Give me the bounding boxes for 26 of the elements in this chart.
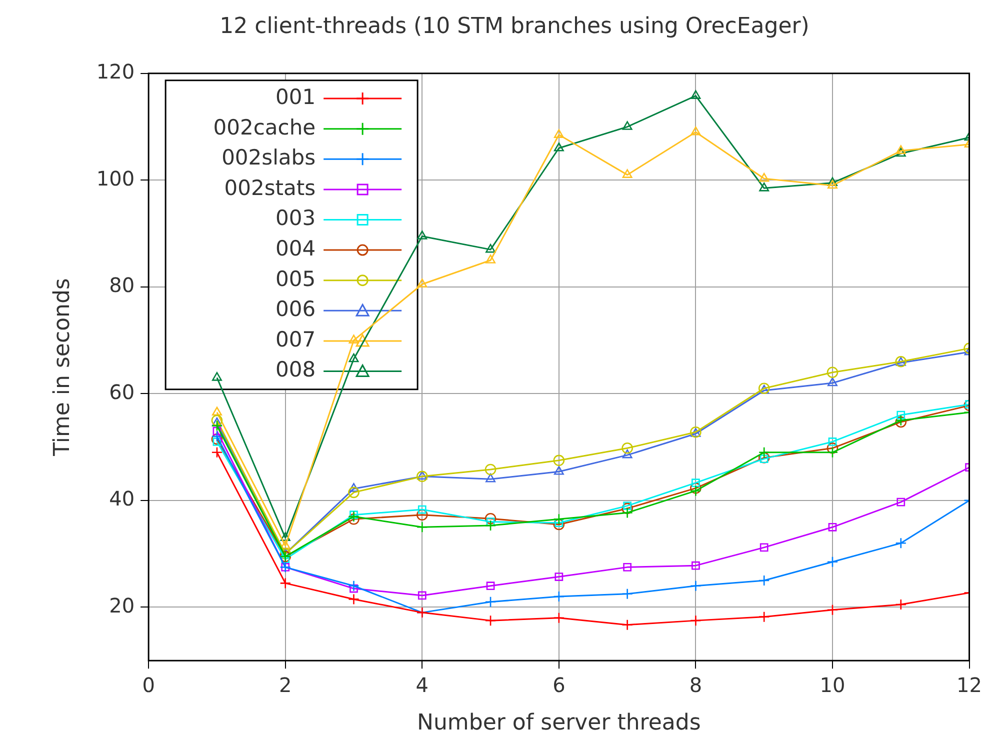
- legend-label: 008: [275, 358, 316, 382]
- y-tick-label: 40: [109, 486, 135, 511]
- legend-label: 002stats: [224, 176, 316, 200]
- x-tick-label: 8: [689, 672, 702, 697]
- x-tick-label: 0: [142, 672, 155, 697]
- x-tick-label: 2: [278, 672, 292, 697]
- y-tick-label: 80: [109, 273, 135, 298]
- legend-label: 002slabs: [222, 146, 316, 170]
- legend-label: 003: [275, 206, 316, 230]
- legend-label: 002cache: [213, 115, 316, 140]
- legend-label: 001: [275, 85, 316, 110]
- legend-label: 007: [275, 327, 316, 352]
- y-axis-title: Time in seconds: [50, 278, 75, 457]
- x-tick-label: 4: [416, 672, 429, 697]
- x-tick-label: 6: [552, 672, 566, 697]
- x-tick-label: 12: [956, 672, 982, 697]
- y-tick-label: 120: [96, 60, 135, 84]
- legend-label: 005: [275, 266, 316, 291]
- x-axis-title: Number of server threads: [417, 710, 701, 736]
- y-tick-label: 20: [109, 593, 135, 618]
- legend-label: 004: [275, 236, 316, 261]
- legend-label: 006: [275, 297, 316, 322]
- chart-title: 12 client-threads (10 STM branches using OrecEager): [220, 14, 810, 39]
- x-tick-label: 10: [820, 672, 846, 697]
- y-tick-label: 60: [109, 380, 135, 404]
- y-tick-label: 100: [96, 166, 135, 190]
